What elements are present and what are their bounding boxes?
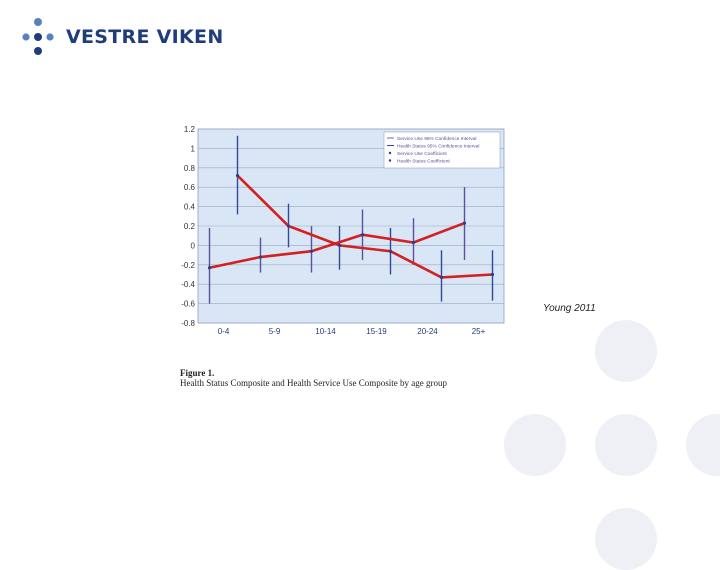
- decor-circle: [595, 414, 657, 476]
- data-point: [235, 173, 240, 178]
- figure-label: Figure 1.: [180, 368, 215, 378]
- y-tick-label: 0.6: [184, 183, 196, 192]
- y-tick-label: -0.4: [181, 280, 195, 289]
- brand-logo: [18, 16, 218, 58]
- decor-circle: [595, 320, 657, 382]
- chart-svg: 1.2 1 0.8 0.6 0.4 0.2 0 -0.2 -0.4 -0.6 -0.8 0-4 5-9 1…: [181, 125, 505, 350]
- legend-entry: Health Status 95% Confidence Interval: [397, 143, 479, 149]
- legend-entry: Health Status Coefficient: [397, 158, 450, 164]
- data-point: [309, 249, 314, 253]
- x-tick-label: 0-4: [218, 327, 230, 336]
- decor-circle: [595, 508, 657, 570]
- series-line: [209, 221, 465, 269]
- data-point: [439, 275, 444, 280]
- data-point: [337, 243, 342, 247]
- logo-dots-icon: [22, 18, 54, 55]
- figure-caption: Figure 1. Health Status Composite and He…: [180, 368, 447, 388]
- legend-swatch: [388, 159, 392, 162]
- data-point: [286, 224, 291, 228]
- series-line: [236, 174, 493, 279]
- decor-circle: [504, 414, 566, 476]
- legend-box: [383, 131, 501, 169]
- data-point: [207, 266, 212, 270]
- x-tick-label: 5-9: [269, 327, 281, 336]
- author-note: Young 2011: [543, 303, 596, 314]
- data-point: [411, 240, 416, 245]
- y-tick-label: -0.6: [181, 300, 195, 309]
- y-tick-label: 1.2: [184, 126, 196, 134]
- y-tick-label: 1: [191, 144, 196, 153]
- data-point: [490, 272, 495, 277]
- legend-swatch: [388, 151, 392, 155]
- data-point: [388, 249, 393, 253]
- decor-circle: [686, 414, 720, 476]
- data-point: [462, 221, 467, 225]
- x-tick-label: 15-19: [366, 327, 387, 336]
- y-tick-label: -0.8: [181, 319, 195, 328]
- figure-caption-text: Health Status Composite and Health Servi…: [180, 378, 447, 388]
- chart: 1.2 1 0.8 0.6 0.4 0.2 0 -0.2 -0.4 -0.6 -0.8 0-4 5-9 1…: [170, 125, 510, 350]
- data-point: [258, 255, 263, 259]
- y-tick-label: 0.4: [184, 203, 196, 212]
- y-tick-label: 0: [191, 241, 196, 250]
- x-tick-label: 20-24: [417, 327, 438, 336]
- x-tick-label: 25+: [472, 327, 486, 336]
- y-tick-label: -0.2: [181, 261, 195, 270]
- legend-entry: Service Use 95% Confidence Interval: [397, 136, 476, 142]
- x-axis-label: Age Group: [328, 340, 375, 341]
- brand-name: VESTRE VIKEN: [66, 26, 224, 48]
- y-tick-label: 0.2: [184, 222, 196, 231]
- legend-entry: Service Use Coefficient: [397, 151, 447, 157]
- data-point: [360, 233, 365, 237]
- y-tick-label: 0.8: [184, 164, 196, 173]
- x-tick-label: 10-14: [315, 327, 336, 336]
